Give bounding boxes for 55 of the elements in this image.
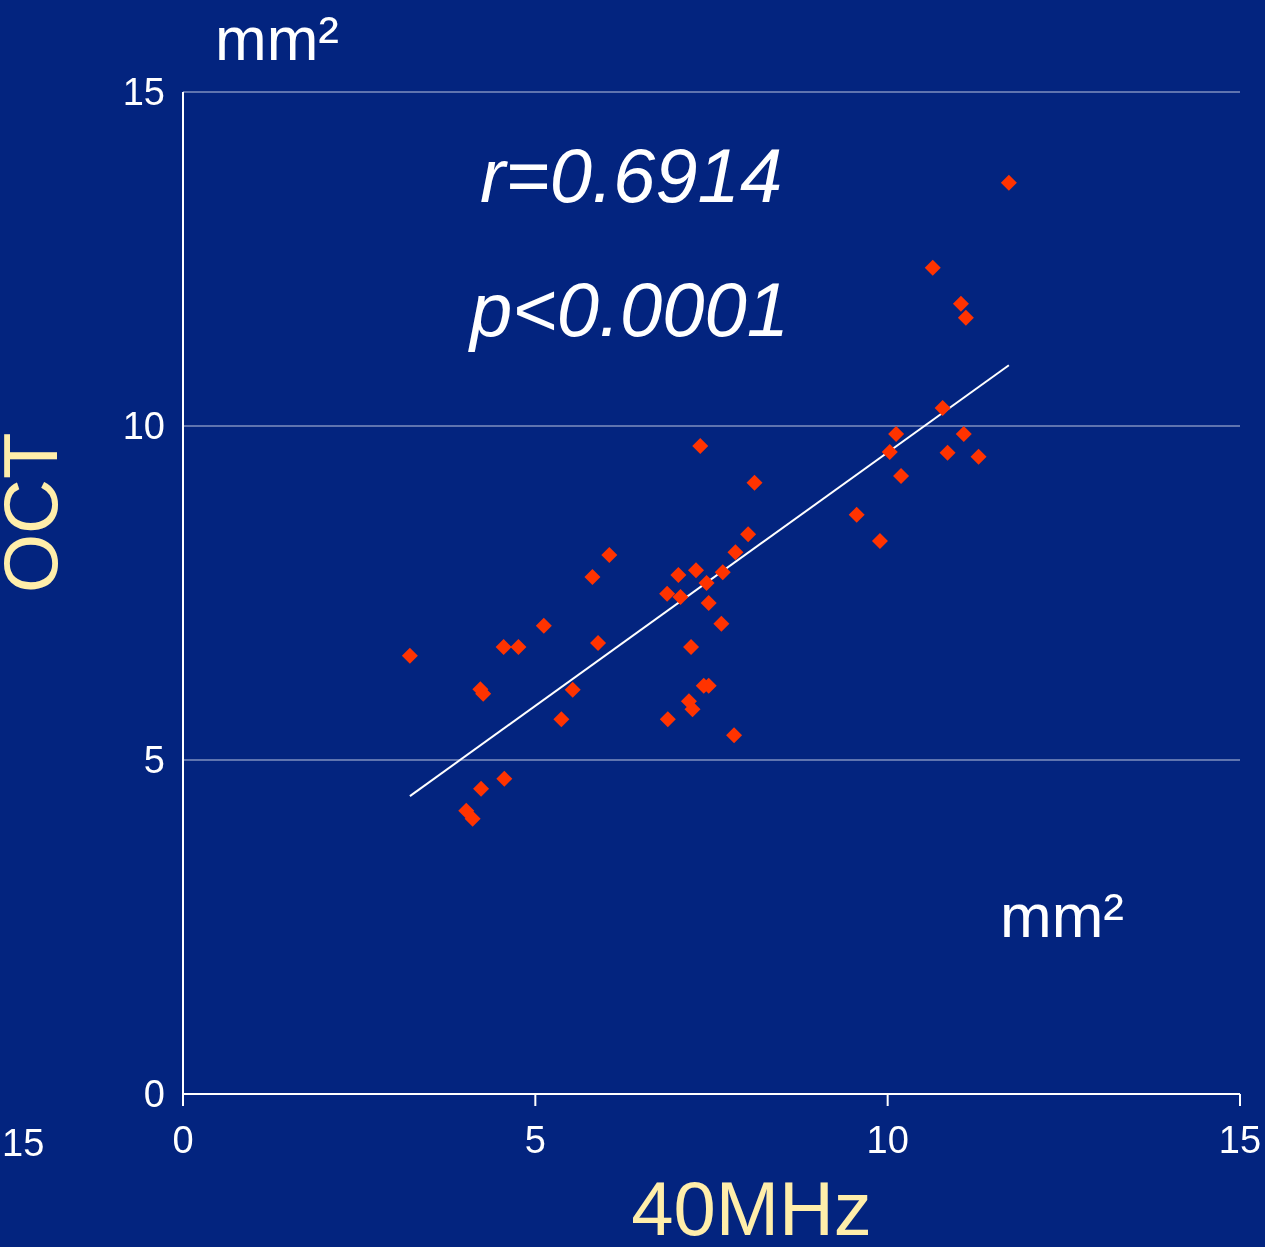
point	[888, 426, 905, 443]
point	[510, 639, 527, 656]
point	[924, 259, 941, 276]
point	[692, 438, 709, 455]
point	[1000, 174, 1017, 191]
point	[535, 617, 552, 634]
point	[952, 295, 969, 312]
point	[934, 399, 951, 416]
text: mm²	[215, 4, 339, 73]
point	[970, 448, 987, 465]
point	[564, 681, 581, 698]
point	[659, 711, 676, 728]
y-tick-label: 5	[143, 739, 165, 782]
point	[553, 711, 570, 728]
point	[727, 544, 744, 561]
point	[496, 770, 513, 787]
point	[688, 562, 704, 579]
point	[672, 589, 689, 606]
y-tick-label: 0	[143, 1073, 165, 1116]
x-tick-label: 10	[866, 1118, 909, 1161]
y-tick-label: 10	[122, 405, 165, 448]
point	[893, 468, 910, 485]
point	[726, 727, 743, 744]
point	[848, 506, 865, 523]
x-axis-title: 40MHz	[631, 1166, 872, 1247]
annotation: mm²	[1000, 881, 1124, 950]
point	[939, 444, 956, 461]
point	[740, 526, 757, 543]
point	[700, 595, 717, 612]
point	[464, 810, 481, 827]
point	[698, 574, 715, 591]
point	[714, 564, 731, 581]
x-tick-label: 5	[524, 1118, 546, 1161]
point	[601, 546, 618, 563]
point	[881, 444, 898, 461]
point	[871, 532, 888, 549]
x-tick-label: 0	[172, 1118, 194, 1161]
point	[955, 426, 972, 443]
point	[957, 309, 974, 326]
point	[713, 615, 730, 632]
point	[746, 474, 763, 491]
point	[401, 647, 418, 664]
point	[683, 639, 700, 656]
y-axis-title: OCT	[0, 432, 73, 593]
point	[590, 635, 607, 652]
x-tick-label: 15	[1218, 1118, 1262, 1161]
point	[473, 780, 490, 797]
annotation: p<0.0001	[470, 267, 790, 352]
point	[659, 585, 676, 602]
point	[670, 566, 687, 583]
point	[584, 568, 601, 585]
annotation: r=0.6914	[480, 133, 783, 218]
point	[495, 639, 512, 656]
y-tick-label: 15	[122, 71, 165, 114]
point	[684, 701, 701, 718]
